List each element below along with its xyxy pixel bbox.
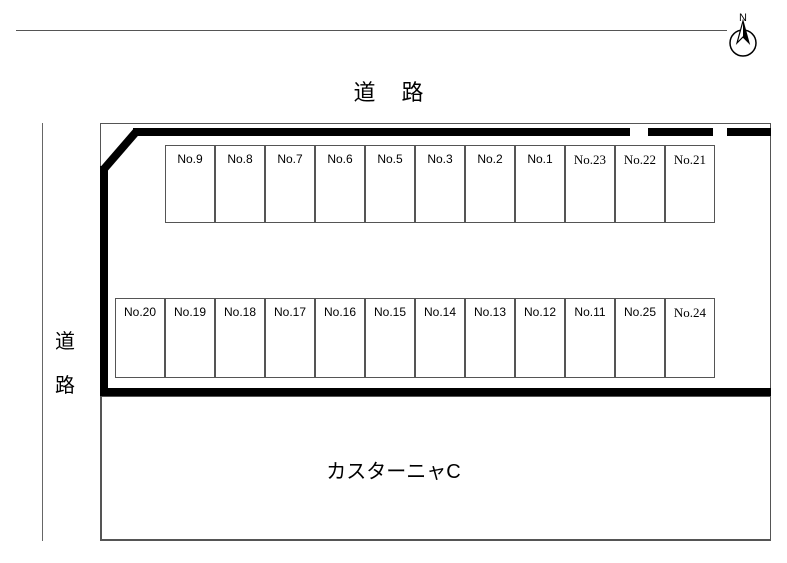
- parking-slot-label: No.14: [416, 305, 464, 319]
- parking-slot: No.16: [315, 298, 365, 378]
- parking-slot: No.22: [615, 145, 665, 223]
- parking-slot-label: No.1: [516, 152, 564, 166]
- parking-slot: No.6: [315, 145, 365, 223]
- parking-slot: No.3: [415, 145, 465, 223]
- parking-slot-label: No.7: [266, 152, 314, 166]
- parking-slot: No.11: [565, 298, 615, 378]
- parking-slot-label: No.11: [566, 305, 614, 319]
- parking-slot-label: No.19: [166, 305, 214, 319]
- parking-slot-label: No.13: [466, 305, 514, 319]
- parking-slot-label: No.20: [116, 305, 164, 319]
- parking-slot: No.20: [115, 298, 165, 378]
- parking-slot-label: No.21: [666, 152, 714, 168]
- parking-slot: No.25: [615, 298, 665, 378]
- parking-slot: No.18: [215, 298, 265, 378]
- parking-slot-label: No.25: [616, 305, 664, 319]
- parking-slot: No.5: [365, 145, 415, 223]
- parking-slot: No.9: [165, 145, 215, 223]
- parking-slot: No.23: [565, 145, 615, 223]
- parking-slot-label: No.8: [216, 152, 264, 166]
- parking-slot: No.21: [665, 145, 715, 223]
- parking-slot: No.13: [465, 298, 515, 378]
- parking-slot-label: No.16: [316, 305, 364, 319]
- building-label: カスターニャC: [0, 455, 787, 484]
- parking-slot-label: No.2: [466, 152, 514, 166]
- parking-slot: No.8: [215, 145, 265, 223]
- parking-slot-label: No.9: [166, 152, 214, 166]
- parking-slot-label: No.23: [566, 152, 614, 168]
- parking-slot: No.15: [365, 298, 415, 378]
- parking-slot: No.2: [465, 145, 515, 223]
- parking-slot: No.12: [515, 298, 565, 378]
- parking-slot-label: No.15: [366, 305, 414, 319]
- parking-slot-label: No.22: [616, 152, 664, 168]
- parking-slot-label: No.17: [266, 305, 314, 319]
- parking-slot: No.1: [515, 145, 565, 223]
- parking-slot-label: No.5: [366, 152, 414, 166]
- parking-slot: No.14: [415, 298, 465, 378]
- parking-map: N 道 路 道 路 No.9No.8No.7No.6No.5No.3No.2No…: [0, 0, 787, 563]
- parking-slot-label: No.3: [416, 152, 464, 166]
- parking-slot-label: No.12: [516, 305, 564, 319]
- parking-slot: No.17: [265, 298, 315, 378]
- parking-slot-label: No.6: [316, 152, 364, 166]
- parking-slot: No.24: [665, 298, 715, 378]
- parking-slot-label: No.24: [666, 305, 714, 321]
- parking-slot: No.7: [265, 145, 315, 223]
- parking-slot: No.19: [165, 298, 215, 378]
- parking-slot-label: No.18: [216, 305, 264, 319]
